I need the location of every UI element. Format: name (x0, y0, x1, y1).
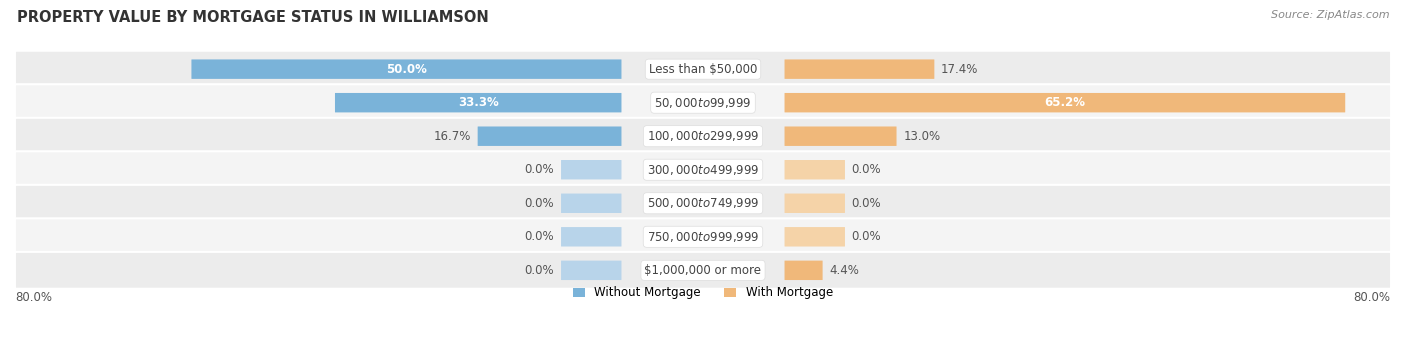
FancyBboxPatch shape (785, 127, 897, 146)
FancyBboxPatch shape (785, 194, 845, 213)
Text: 0.0%: 0.0% (524, 163, 554, 176)
Text: Source: ZipAtlas.com: Source: ZipAtlas.com (1271, 10, 1389, 20)
Text: $50,000 to $99,999: $50,000 to $99,999 (654, 96, 752, 110)
FancyBboxPatch shape (785, 93, 1346, 113)
Text: $750,000 to $999,999: $750,000 to $999,999 (647, 230, 759, 244)
FancyBboxPatch shape (785, 59, 935, 79)
Text: 0.0%: 0.0% (852, 163, 882, 176)
FancyBboxPatch shape (191, 59, 621, 79)
FancyBboxPatch shape (478, 127, 621, 146)
Text: 33.3%: 33.3% (458, 96, 499, 109)
Text: $500,000 to $749,999: $500,000 to $749,999 (647, 196, 759, 210)
FancyBboxPatch shape (15, 84, 1391, 121)
FancyBboxPatch shape (335, 93, 621, 113)
Text: 0.0%: 0.0% (524, 264, 554, 277)
Text: 0.0%: 0.0% (524, 230, 554, 243)
Text: $1,000,000 or more: $1,000,000 or more (644, 264, 762, 277)
Text: 16.7%: 16.7% (433, 130, 471, 143)
FancyBboxPatch shape (15, 185, 1391, 222)
FancyBboxPatch shape (561, 194, 621, 213)
Text: 80.0%: 80.0% (15, 291, 52, 304)
FancyBboxPatch shape (15, 218, 1391, 255)
Text: 65.2%: 65.2% (1045, 96, 1085, 109)
FancyBboxPatch shape (15, 252, 1391, 289)
FancyBboxPatch shape (15, 151, 1391, 188)
Text: 13.0%: 13.0% (903, 130, 941, 143)
FancyBboxPatch shape (561, 261, 621, 280)
Legend: Without Mortgage, With Mortgage: Without Mortgage, With Mortgage (568, 282, 838, 304)
Text: 4.4%: 4.4% (830, 264, 859, 277)
FancyBboxPatch shape (561, 160, 621, 179)
Text: PROPERTY VALUE BY MORTGAGE STATUS IN WILLIAMSON: PROPERTY VALUE BY MORTGAGE STATUS IN WIL… (17, 10, 489, 25)
Text: 17.4%: 17.4% (941, 63, 979, 76)
Text: 0.0%: 0.0% (524, 197, 554, 210)
FancyBboxPatch shape (785, 227, 845, 247)
Text: 80.0%: 80.0% (1354, 291, 1391, 304)
FancyBboxPatch shape (785, 160, 845, 179)
FancyBboxPatch shape (15, 51, 1391, 88)
FancyBboxPatch shape (561, 227, 621, 247)
FancyBboxPatch shape (15, 118, 1391, 155)
FancyBboxPatch shape (785, 261, 823, 280)
Text: 0.0%: 0.0% (852, 197, 882, 210)
Text: $300,000 to $499,999: $300,000 to $499,999 (647, 163, 759, 177)
Text: Less than $50,000: Less than $50,000 (648, 63, 758, 76)
Text: $100,000 to $299,999: $100,000 to $299,999 (647, 129, 759, 143)
Text: 0.0%: 0.0% (852, 230, 882, 243)
Text: 50.0%: 50.0% (387, 63, 427, 76)
